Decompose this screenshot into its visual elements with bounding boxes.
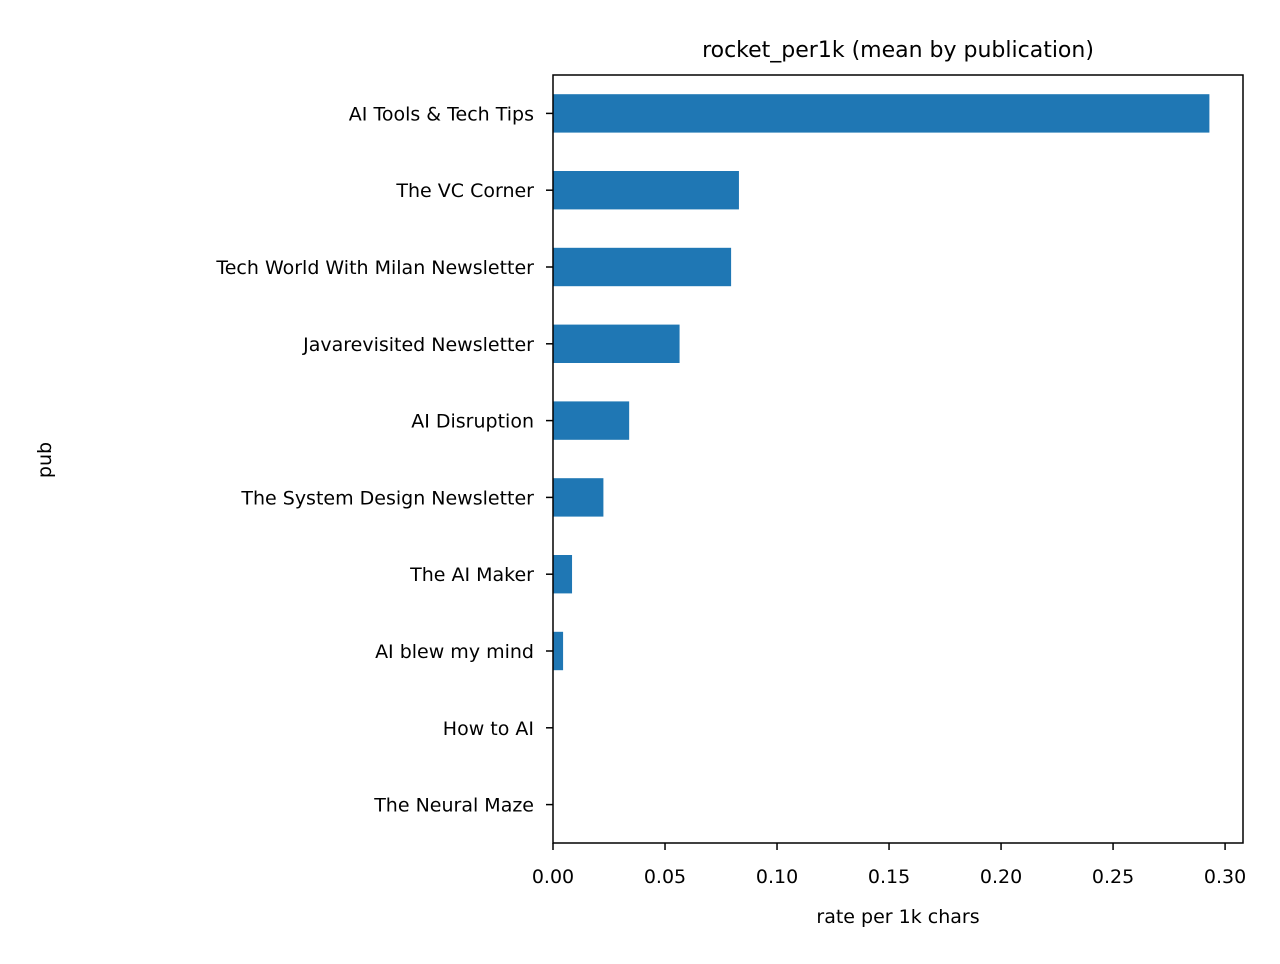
bar [553, 324, 680, 363]
bars-layer [553, 94, 1210, 671]
bar [553, 401, 630, 440]
y-tick-label: AI Disruption [411, 411, 534, 433]
plot-frame [552, 74, 1244, 844]
y-tick-label: The Neural Maze [373, 795, 534, 817]
bar [553, 478, 604, 517]
bar [553, 555, 573, 594]
y-tick-label: The System Design Newsletter [240, 487, 534, 509]
bar [553, 247, 732, 287]
y-tick-label: How to AI [443, 718, 534, 740]
y-tick-label: AI blew my mind [375, 641, 534, 663]
x-axis-ticks: 0.00 0.05 0.10 0.15 0.20 0.25 0.30 [532, 843, 1246, 888]
y-tick-label: Tech World With Milan Newsletter [215, 257, 534, 279]
y-axis-ticks: AI Tools & Tech Tips The VC Corner Tech Wo… [215, 103, 553, 817]
x-tick-label: 0.15 [868, 866, 910, 888]
x-axis-label: rate per 1k chars [816, 906, 979, 928]
chart-title: rocket_per1k (mean by publication) [702, 38, 1094, 63]
y-axis-label: pub [34, 442, 56, 478]
x-tick-label: 0.30 [1204, 866, 1246, 888]
y-tick-label: The AI Maker [409, 564, 534, 586]
y-tick-label: The VC Corner [395, 180, 534, 202]
bar [553, 631, 564, 671]
bar [553, 171, 739, 210]
x-tick-label: 0.00 [532, 866, 574, 888]
y-tick-label: AI Tools & Tech Tips [349, 103, 534, 125]
x-tick-label: 0.05 [644, 866, 686, 888]
x-tick-label: 0.10 [756, 866, 798, 888]
x-tick-label: 0.20 [980, 866, 1022, 888]
x-tick-label: 0.25 [1092, 866, 1134, 888]
bar [553, 94, 1210, 133]
y-tick-label: Javarevisited Newsletter [302, 334, 534, 356]
